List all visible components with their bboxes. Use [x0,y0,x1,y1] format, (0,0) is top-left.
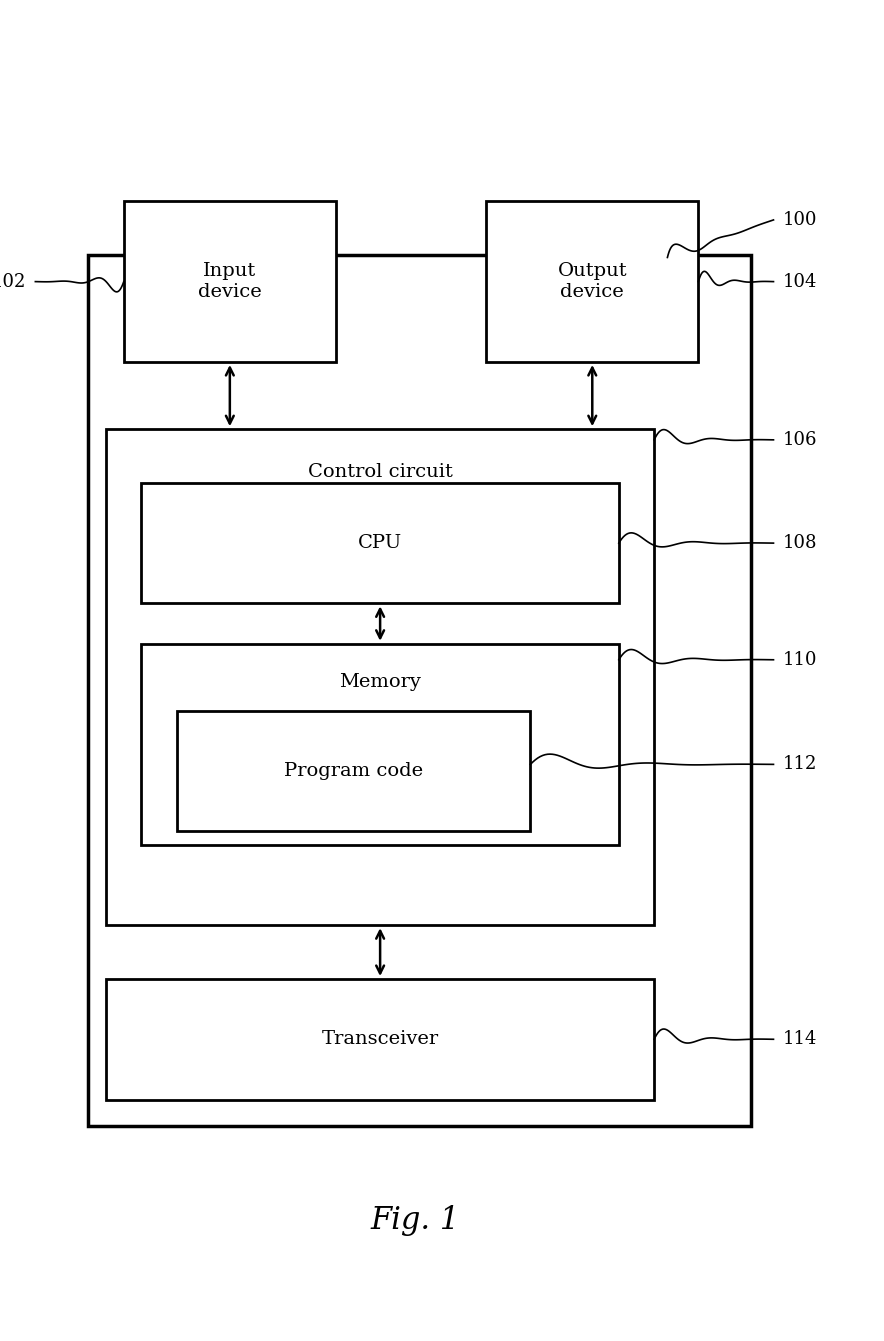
Text: Output
device: Output device [558,263,627,300]
Text: 110: 110 [782,650,817,669]
Bar [177,711,530,831]
Bar [106,979,654,1100]
Bar [486,201,698,362]
Text: 114: 114 [782,1030,817,1049]
Bar [88,255,751,1126]
Bar [106,429,654,925]
Text: Program code: Program code [284,762,423,780]
Text: Fig. 1: Fig. 1 [371,1204,460,1236]
Text: Transceiver: Transceiver [322,1030,438,1049]
Text: Control circuit: Control circuit [308,463,453,480]
Text: CPU: CPU [358,534,402,552]
Text: 112: 112 [782,755,817,774]
Text: 100: 100 [782,211,817,229]
Text: Memory: Memory [339,673,421,691]
Text: 104: 104 [782,272,817,291]
Text: 102: 102 [0,272,27,291]
Text: 106: 106 [782,430,817,449]
Bar [124,201,336,362]
Bar [141,483,619,603]
Bar [141,644,619,845]
Text: Input
device: Input device [198,263,262,300]
Text: 108: 108 [782,534,817,552]
